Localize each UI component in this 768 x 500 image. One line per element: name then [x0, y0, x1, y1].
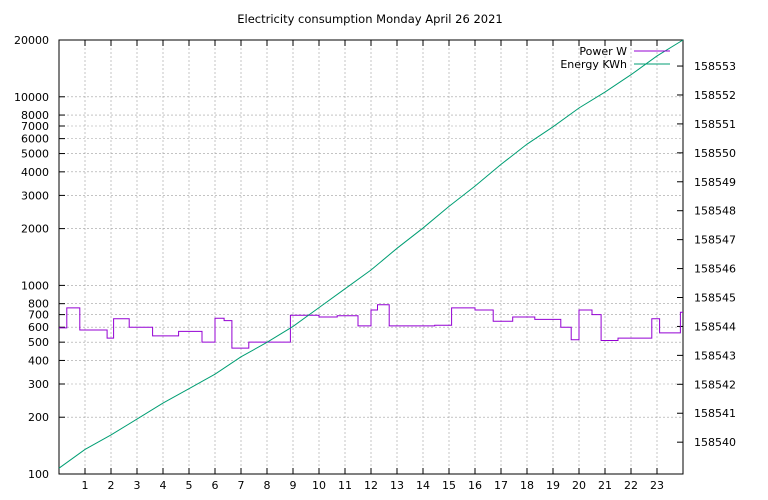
x-tick-label: 18 [520, 479, 534, 492]
y-right-tick-label: 158541 [694, 407, 736, 420]
y-right-tick-label: 158547 [694, 234, 736, 247]
y-right-tick-label: 158543 [694, 349, 736, 362]
legend-label: Energy KWh [560, 58, 627, 71]
x-tick-label: 14 [416, 479, 430, 492]
legend-label: Power W [579, 45, 627, 58]
y-right-tick-label: 158553 [694, 60, 736, 73]
y-left-tick-label: 300 [28, 378, 49, 391]
x-tick-label: 20 [572, 479, 586, 492]
x-tick-label: 12 [364, 479, 378, 492]
chart-title: Electricity consumption Monday April 26 … [237, 12, 502, 26]
x-tick-label: 10 [312, 479, 326, 492]
x-tick-label: 2 [108, 479, 115, 492]
y-right-tick-label: 158549 [694, 176, 736, 189]
y-right-tick-label: 158552 [694, 89, 736, 102]
y-right-tick-label: 158544 [694, 320, 736, 333]
x-tick-label: 4 [160, 479, 167, 492]
x-tick-label: 19 [546, 479, 560, 492]
x-tick-label: 23 [650, 479, 664, 492]
y-left-tick-label: 4000 [21, 166, 49, 179]
y-left-tick-label: 7000 [21, 120, 49, 133]
x-tick-label: 7 [238, 479, 245, 492]
series-line-power-w [59, 304, 683, 349]
series-line-energy-kwh [58, 39, 684, 469]
y-left-tick-label: 8000 [21, 109, 49, 122]
y-left-tick-label: 700 [28, 309, 49, 322]
x-tick-label: 11 [338, 479, 352, 492]
y-right-tick-label: 158542 [694, 378, 736, 391]
x-tick-label: 13 [390, 479, 404, 492]
y-left-tick-label: 1000 [21, 279, 49, 292]
y-left-tick-label: 20000 [14, 34, 49, 47]
y-right-tick-label: 158550 [694, 147, 736, 160]
y-right-tick-label: 158551 [694, 118, 736, 131]
x-tick-label: 3 [134, 479, 141, 492]
x-tick-label: 17 [494, 479, 508, 492]
y-left-tick-label: 10000 [14, 91, 49, 104]
y-right-tick-label: 158540 [694, 436, 736, 449]
y-right-tick-label: 158548 [694, 205, 736, 218]
x-tick-label: 1 [82, 479, 89, 492]
y-left-tick-label: 2000 [21, 223, 49, 236]
y-left-tick-label: 800 [28, 298, 49, 311]
y-right-tick-label: 158545 [694, 292, 736, 305]
plot-area [58, 39, 684, 469]
x-tick-label: 15 [442, 479, 456, 492]
x-tick-label: 8 [264, 479, 271, 492]
y-right-tick-label: 158546 [694, 263, 736, 276]
y-left-tick-label: 600 [28, 321, 49, 334]
y-left-tick-label: 400 [28, 354, 49, 367]
y-left-tick-label: 100 [28, 468, 49, 481]
y-left-tick-label: 6000 [21, 133, 49, 146]
y-left-tick-label: 200 [28, 411, 49, 424]
y-left-tick-label: 500 [28, 336, 49, 349]
axes: 1 2 3 4 5 6 7 8 9 10 11 12 13 14 15 16 17 18 19 20 21 22 23100… [14, 34, 736, 492]
x-tick-label: 6 [212, 479, 219, 492]
x-tick-label: 21 [598, 479, 612, 492]
x-tick-label: 5 [186, 479, 193, 492]
y-left-tick-label: 3000 [21, 189, 49, 202]
x-tick-label: 16 [468, 479, 482, 492]
y-left-tick-label: 5000 [21, 148, 49, 161]
x-tick-label: 9 [290, 479, 297, 492]
x-tick-label: 22 [624, 479, 638, 492]
